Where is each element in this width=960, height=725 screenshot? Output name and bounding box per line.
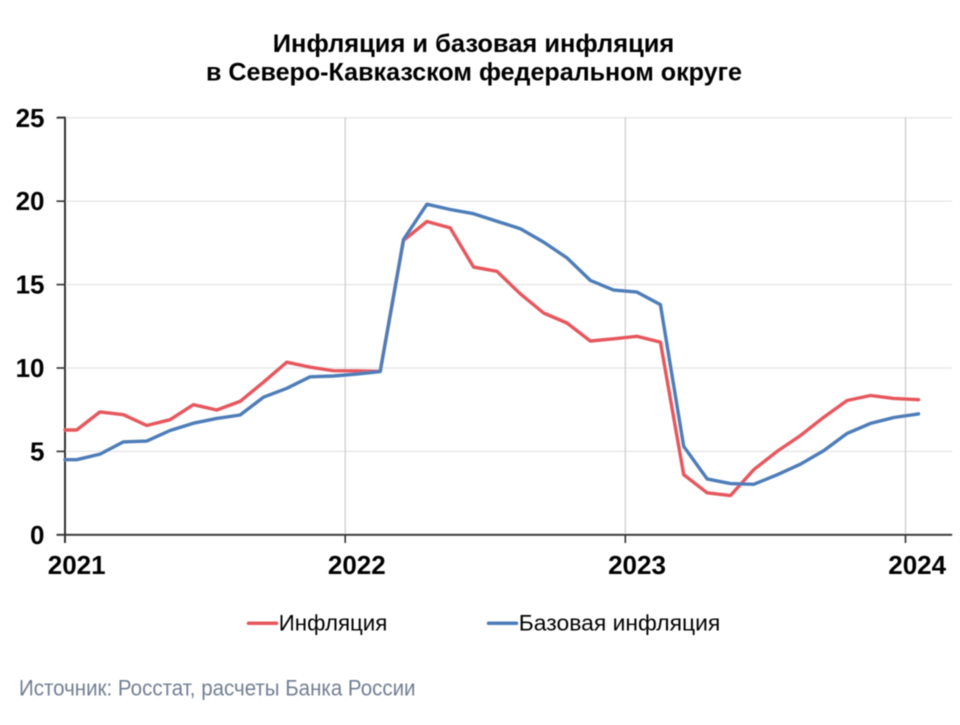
svg-text:Источник: Росстат, расчеты Бан: Источник: Росстат, расчеты Банка России bbox=[19, 676, 416, 701]
svg-text:Инфляция: Инфляция bbox=[279, 611, 388, 636]
svg-text:25: 25 bbox=[16, 103, 45, 133]
svg-text:15: 15 bbox=[16, 270, 45, 300]
svg-text:5: 5 bbox=[30, 436, 44, 466]
svg-text:Инфляция и базовая инфляция: Инфляция и базовая инфляция bbox=[273, 30, 675, 58]
svg-text:Базовая инфляция: Базовая инфляция bbox=[519, 611, 721, 636]
svg-text:10: 10 bbox=[16, 353, 45, 383]
svg-text:2024: 2024 bbox=[888, 550, 946, 580]
svg-text:20: 20 bbox=[16, 186, 45, 216]
svg-text:2023: 2023 bbox=[608, 550, 666, 580]
svg-text:2021: 2021 bbox=[48, 550, 106, 580]
svg-text:2022: 2022 bbox=[328, 550, 386, 580]
svg-text:в Северо-Кавказском федерально: в Северо-Кавказском федеральном округе bbox=[206, 59, 742, 87]
svg-text:0: 0 bbox=[30, 520, 44, 550]
